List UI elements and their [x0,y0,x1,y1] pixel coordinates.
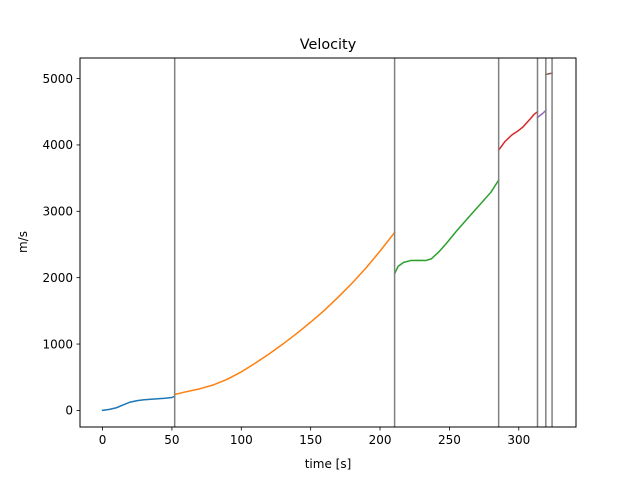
vline-layer [173,58,553,427]
y-axis-label: m/s [16,231,30,253]
y-tick-label: 2000 [42,271,73,285]
y-tick-label: 3000 [42,205,73,219]
series-line-6 [544,72,553,76]
series-line-2 [173,231,396,396]
y-tick-label: 0 [65,404,73,418]
y-tick-label: 4000 [42,138,73,152]
x-tick-label: 150 [299,433,322,447]
x-tick-label: 200 [369,433,392,447]
series-line-5 [536,109,547,119]
series-line-3 [393,179,500,275]
series-layer [101,72,553,412]
y-tick-label: 1000 [42,337,73,351]
x-tick-label: 50 [164,433,179,447]
x-axis-label: time [s] [305,457,352,471]
series-line-1 [101,395,176,412]
x-tick-label: 250 [438,433,461,447]
chart-title: Velocity [300,37,357,53]
x-tick-label: 0 [99,433,107,447]
series-line-4 [497,110,539,152]
x-axis: 0 50 100 150 200 250 300 [99,427,530,447]
y-tick-label: 5000 [42,72,73,86]
y-axis: 0 1000 2000 3000 4000 5000 [42,72,80,418]
x-tick-label: 100 [230,433,253,447]
x-tick-label: 300 [507,433,530,447]
plot-frame [79,57,577,428]
